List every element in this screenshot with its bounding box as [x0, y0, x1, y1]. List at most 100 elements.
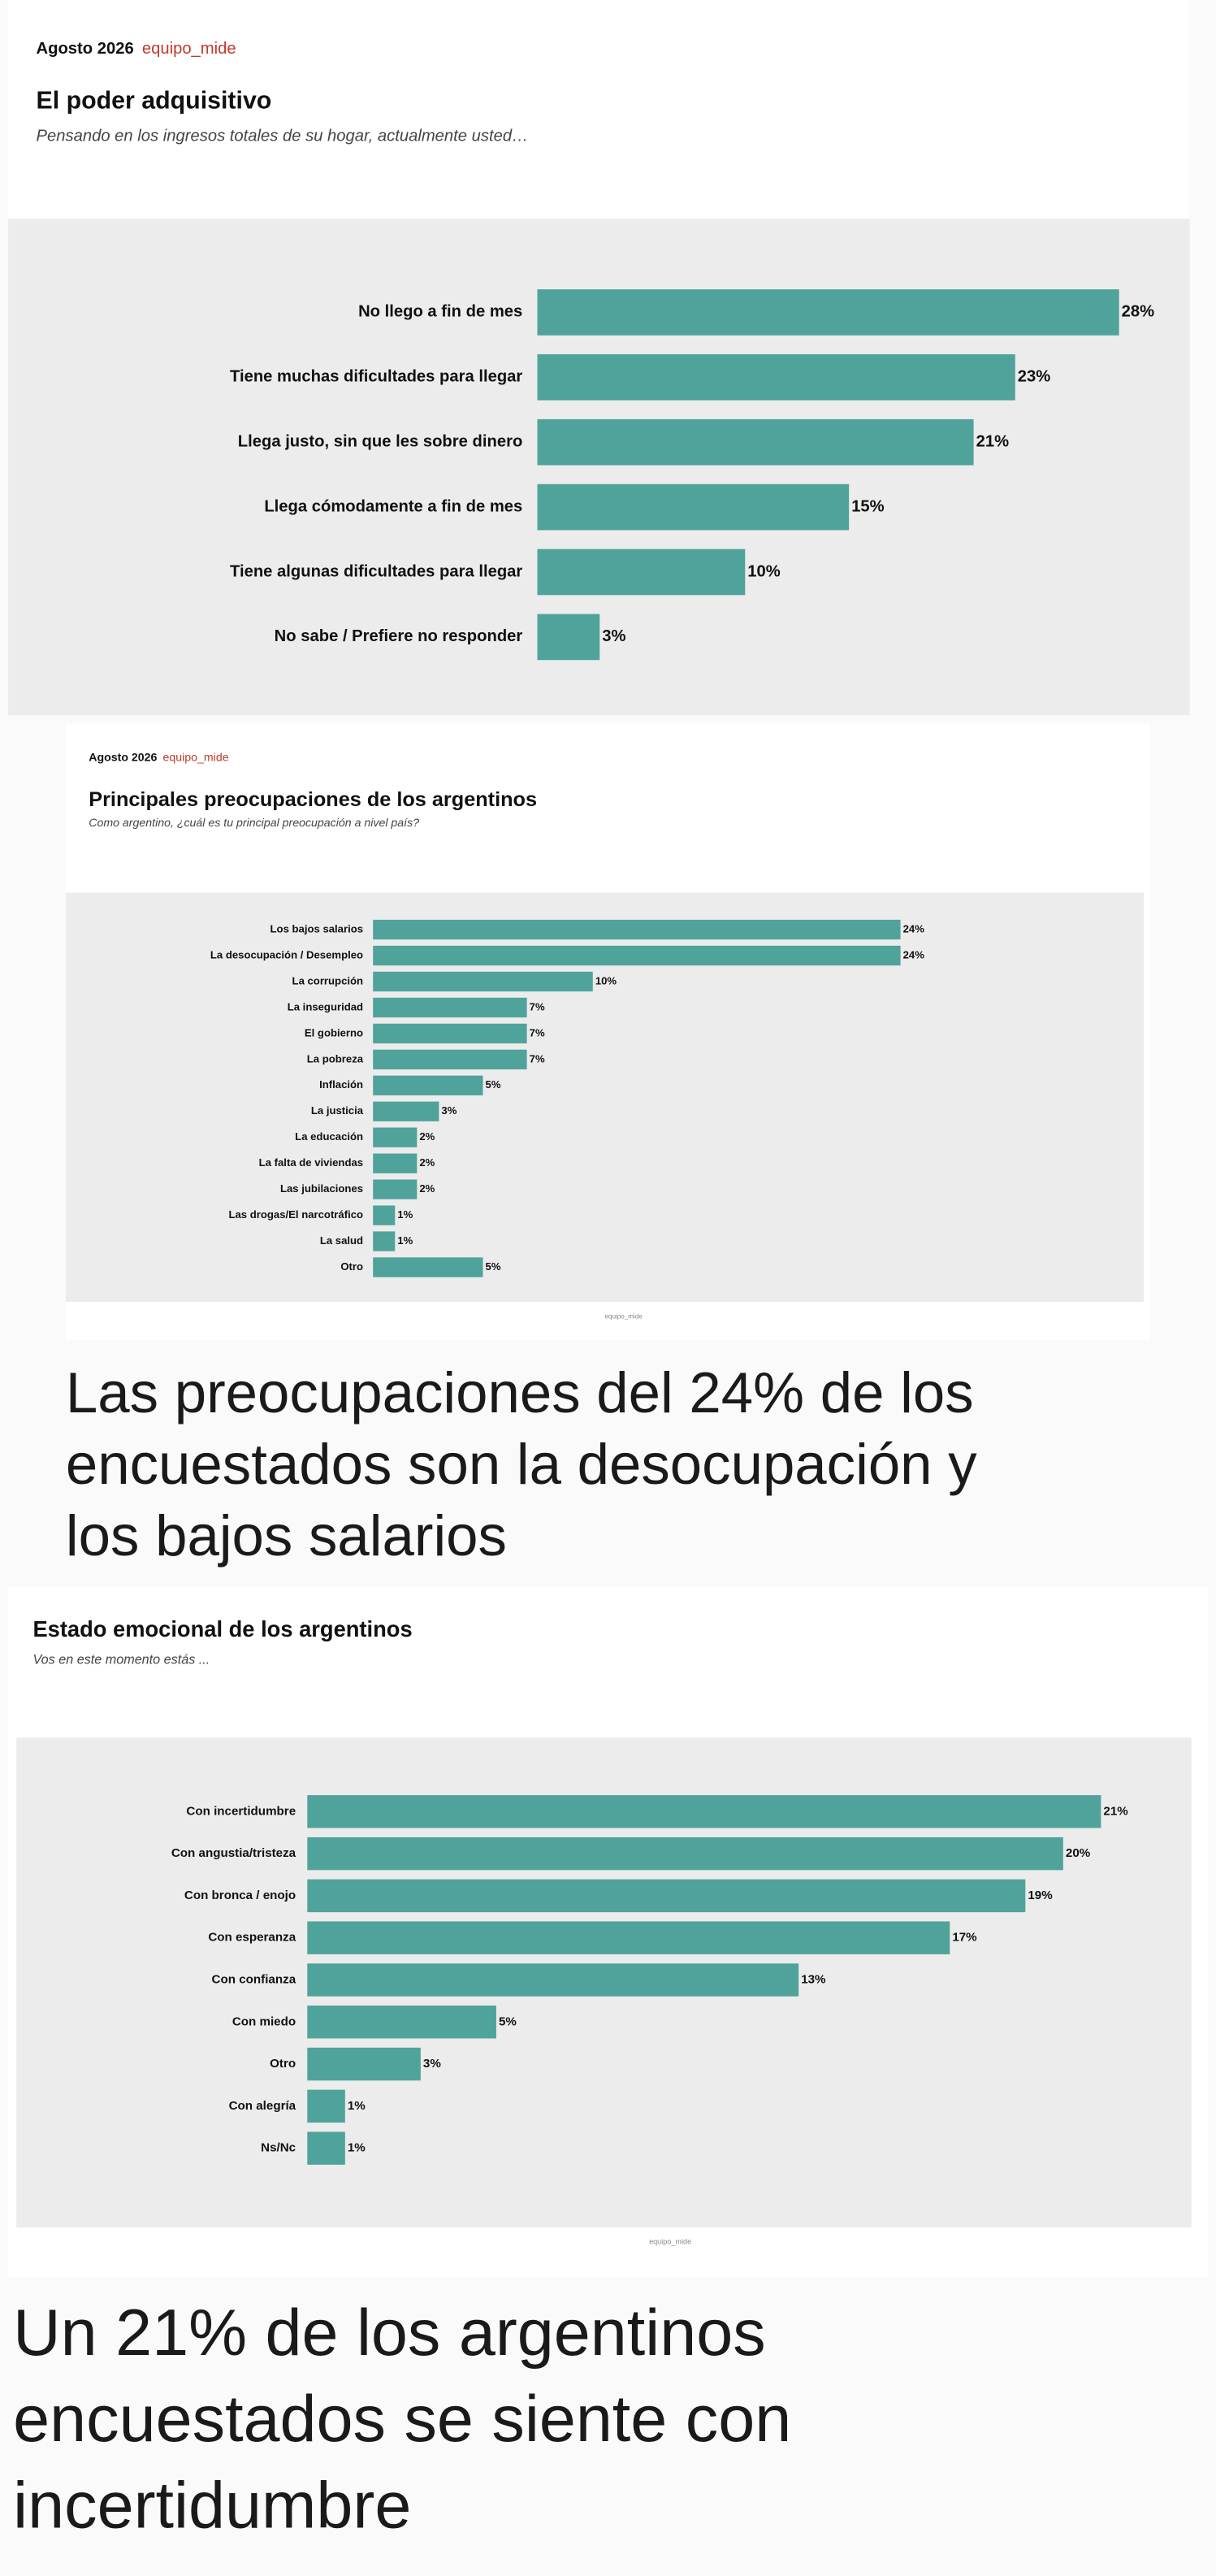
chart-title: Estado emocional de los argentinos: [32, 1616, 412, 1641]
value-label: 7%: [530, 1026, 545, 1039]
category-label: Llega cómodamente a fin de mes: [264, 497, 522, 515]
watermark: equipo_mide: [604, 1313, 643, 1321]
bar: [537, 549, 746, 596]
category-label: Otro: [270, 2057, 296, 2071]
value-label: 21%: [1103, 1804, 1128, 1818]
value-label: 3%: [423, 2057, 441, 2071]
category-label: Con alegría: [229, 2099, 296, 2113]
bar: [307, 1879, 1026, 1913]
bar: [373, 1049, 527, 1069]
caption-line: encuestados son la desocupación y: [66, 1433, 977, 1497]
category-label: La salud: [320, 1234, 363, 1247]
category-label: Las drogas/El narcotráfico: [228, 1208, 363, 1221]
bar: [537, 418, 974, 466]
bar: [307, 2131, 345, 2165]
category-label: Con miedo: [232, 2014, 296, 2028]
value-label: 5%: [499, 2014, 517, 2028]
watermark: equipo_mide: [649, 2238, 691, 2246]
chart-date: Agosto 2026: [89, 751, 157, 764]
value-label: 7%: [530, 1000, 545, 1013]
value-label: 19%: [1028, 1889, 1053, 1902]
bar: [373, 919, 901, 940]
category-label: La desocupación / Desempleo: [210, 948, 363, 961]
bar: [373, 1205, 396, 1225]
category-label: La corrupción: [292, 974, 364, 987]
chart-source: equipo_mide: [142, 40, 236, 58]
value-label: 23%: [1018, 368, 1050, 386]
caption-line: encuestados se siente con: [13, 2383, 791, 2456]
bar: [307, 1921, 950, 1954]
value-label: 5%: [486, 1260, 501, 1273]
value-label: 1%: [397, 1234, 413, 1247]
category-label: Las jubilaciones: [280, 1182, 363, 1195]
bar: [373, 1023, 527, 1043]
bar: [373, 1257, 483, 1277]
bar: [373, 1127, 418, 1147]
caption-line: los bajos salarios: [66, 1504, 507, 1568]
value-label: 1%: [348, 2141, 366, 2155]
value-label: 24%: [903, 922, 925, 935]
value-label: 10%: [595, 974, 617, 987]
value-label: 3%: [441, 1104, 457, 1117]
bar: [373, 945, 901, 966]
bar: [373, 1075, 483, 1095]
bar: [373, 1179, 418, 1199]
value-label: 7%: [530, 1052, 545, 1065]
caption-line: Las preocupaciones del 24% de los: [66, 1361, 974, 1425]
category-label: Llega justo, sin que les sobre dinero: [238, 433, 523, 451]
value-label: 15%: [851, 497, 884, 515]
category-label: Con confianza: [212, 1972, 296, 1986]
chart-title: El poder adquisitivo: [37, 87, 272, 114]
category-label: Ns/Nc: [261, 2141, 296, 2155]
bar: [307, 1963, 799, 1997]
bar: [537, 289, 1119, 336]
category-label: Tiene algunas dificultades para llegar: [230, 562, 522, 580]
category-label: Inflación: [319, 1078, 363, 1091]
value-label: 28%: [1122, 303, 1154, 321]
category-label: No llego a fin de mes: [358, 303, 522, 321]
bar: [373, 1101, 439, 1121]
value-label: 13%: [801, 1972, 826, 1986]
value-label: 17%: [952, 1931, 977, 1945]
chart-subtitle: Vos en este momento estás ...: [32, 1652, 210, 1667]
chart-source: equipo_mide: [163, 751, 229, 764]
value-label: 1%: [397, 1208, 413, 1221]
category-label: Con incertidumbre: [186, 1804, 296, 1818]
chart-subtitle: Pensando en los ingresos totales de su h…: [37, 127, 529, 145]
value-label: 5%: [486, 1078, 501, 1091]
bar: [373, 971, 593, 992]
category-label: Con esperanza: [208, 1931, 296, 1945]
bar: [537, 353, 1015, 401]
category-label: No sabe / Prefiere no responder: [275, 627, 523, 645]
chart-date: Agosto 2026: [37, 40, 134, 58]
bar: [373, 1231, 396, 1251]
value-label: 2%: [419, 1130, 435, 1143]
value-label: 2%: [419, 1182, 435, 1195]
category-label: La justicia: [311, 1104, 364, 1117]
value-label: 10%: [747, 562, 780, 580]
category-label: Tiene muchas dificultades para llegar: [230, 368, 522, 386]
category-label: La pobreza: [307, 1052, 364, 1065]
bar: [373, 997, 527, 1018]
category-label: La educación: [295, 1130, 363, 1143]
bar: [307, 2089, 345, 2123]
category-label: El gobierno: [305, 1026, 363, 1039]
value-label: 3%: [602, 627, 625, 645]
category-label: Los bajos salarios: [270, 922, 364, 935]
category-label: Otro: [340, 1260, 363, 1273]
bar: [307, 2006, 496, 2039]
bar: [373, 1153, 418, 1173]
value-label: 20%: [1066, 1846, 1091, 1860]
bar: [307, 2047, 421, 2081]
category-label: La falta de viviendas: [259, 1156, 363, 1169]
category-label: La inseguridad: [288, 1000, 363, 1013]
caption-line: Un 21% de los argentinos: [13, 2296, 766, 2370]
chart-title: Principales preocupaciones de los argent…: [89, 788, 537, 811]
bar: [307, 1837, 1063, 1871]
value-label: 2%: [419, 1156, 435, 1169]
value-label: 1%: [348, 2099, 366, 2113]
bar: [537, 614, 600, 661]
value-label: 21%: [976, 433, 1009, 451]
bar: [307, 1795, 1101, 1828]
